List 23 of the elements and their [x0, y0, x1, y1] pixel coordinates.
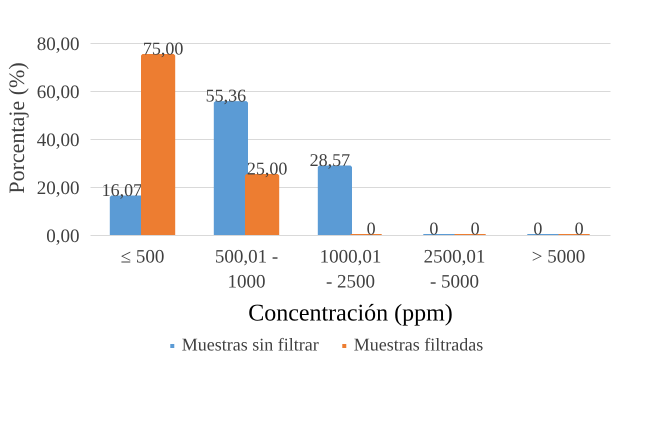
x-tick-label: 500,01 - 1000: [214, 246, 278, 293]
y-tick-label: 60,00: [36, 82, 80, 104]
x-tick-label: ≤ 500: [120, 246, 164, 268]
y-axis-title: Porcentaje (%): [4, 62, 29, 194]
data-label: 28,57: [310, 150, 350, 170]
legend-label: Muestras filtradas: [354, 334, 484, 356]
data-label: 16,07: [102, 180, 142, 200]
y-tick-label: 20,00: [36, 178, 80, 200]
y-tick-label: 0,00: [46, 226, 80, 247]
legend-label: Muestras sin filtrar: [182, 334, 319, 356]
data-label: 55,36: [206, 86, 246, 106]
data-label: 0: [429, 218, 438, 238]
data-label: 75,00: [142, 38, 184, 59]
y-tick-label: 80,00: [36, 34, 80, 56]
x-axis-title: Concentración (ppm): [248, 300, 453, 327]
y-tick-label: 40,00: [36, 130, 80, 152]
data-label: 0: [533, 218, 542, 238]
data-label: 0: [574, 218, 584, 238]
data-label: 0: [470, 218, 480, 238]
data-label: 0: [366, 218, 376, 238]
x-tick-label: 1000,01 - 2500: [320, 246, 382, 293]
x-tick-label: 2500,01 - 5000: [424, 246, 486, 293]
x-tick-label: > 5000: [532, 246, 586, 268]
